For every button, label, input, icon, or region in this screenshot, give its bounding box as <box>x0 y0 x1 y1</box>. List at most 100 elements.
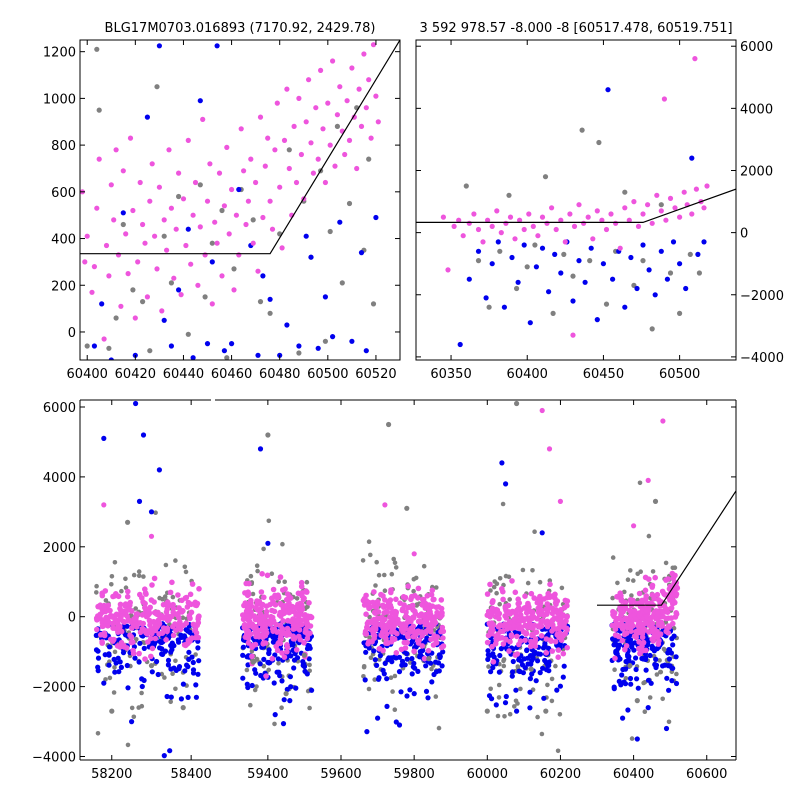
data-point <box>471 211 477 217</box>
data-point <box>646 267 652 273</box>
data-point <box>384 603 390 609</box>
data-point <box>669 570 676 577</box>
data-point <box>603 226 610 233</box>
data-point <box>617 642 623 648</box>
data-point <box>284 86 290 92</box>
data-point <box>248 156 254 162</box>
data-point <box>644 600 651 606</box>
data-point <box>615 580 620 586</box>
x-tick-label: 59800 <box>393 767 434 782</box>
data-point <box>280 541 285 547</box>
data-point <box>121 644 127 650</box>
data-point <box>555 647 562 653</box>
data-point <box>542 640 548 647</box>
data-point <box>84 233 90 239</box>
data-point <box>148 635 154 642</box>
data-point <box>549 610 556 617</box>
data-point <box>111 636 117 643</box>
data-point <box>165 613 171 619</box>
data-point <box>403 613 409 620</box>
data-point <box>363 597 370 604</box>
data-point <box>525 580 531 586</box>
data-point <box>110 620 116 627</box>
data-points <box>416 56 736 348</box>
data-point <box>182 668 188 674</box>
data-point <box>164 599 171 605</box>
data-point <box>649 592 656 598</box>
data-point <box>539 214 546 220</box>
data-point <box>411 648 417 655</box>
x-tick-label: 60480 <box>259 367 300 382</box>
data-point <box>537 598 543 604</box>
data-point <box>658 248 664 254</box>
data-point <box>151 641 157 647</box>
data-point <box>195 645 201 651</box>
data-point <box>637 480 643 486</box>
data-point <box>545 682 550 688</box>
data-point <box>254 563 260 568</box>
data-point <box>284 625 291 632</box>
data-point <box>137 640 143 646</box>
data-point <box>270 618 277 624</box>
data-point <box>131 572 137 578</box>
data-point <box>290 640 296 646</box>
data-point <box>628 568 633 573</box>
data-point <box>262 163 268 169</box>
data-point <box>141 574 146 579</box>
data-point <box>233 212 239 218</box>
data-point <box>380 667 386 674</box>
data-point <box>667 195 674 201</box>
data-point <box>176 614 182 621</box>
data-point <box>293 647 300 653</box>
data-point <box>429 679 435 685</box>
data-point <box>497 248 503 254</box>
data-point <box>204 198 211 204</box>
data-point <box>143 591 149 597</box>
data-point <box>283 691 289 697</box>
data-point <box>425 611 432 617</box>
data-point <box>152 635 159 642</box>
data-point <box>625 577 631 582</box>
data-point <box>115 252 122 258</box>
data-point <box>249 682 255 689</box>
data-point <box>541 695 547 701</box>
data-point <box>116 669 122 675</box>
data-point <box>507 214 514 220</box>
data-point <box>241 168 247 174</box>
data-point <box>363 348 369 354</box>
data-point <box>656 637 662 644</box>
data-point <box>581 220 587 226</box>
data-point <box>229 186 235 193</box>
data-point <box>516 600 522 606</box>
data-point <box>190 355 196 360</box>
data-point <box>426 656 432 662</box>
data-point <box>426 602 432 608</box>
data-point <box>99 639 105 645</box>
data-point <box>533 264 540 270</box>
data-point <box>152 233 158 239</box>
data-point <box>475 226 482 233</box>
data-point <box>373 583 378 588</box>
data-point <box>506 192 512 198</box>
data-point <box>561 251 567 257</box>
data-point <box>360 558 366 563</box>
data-point <box>354 165 360 172</box>
data-point <box>486 304 492 310</box>
data-point <box>286 600 292 606</box>
data-point <box>643 607 650 614</box>
data-point <box>439 610 445 616</box>
data-point <box>542 174 549 180</box>
data-point <box>504 610 511 617</box>
data-point <box>245 604 251 610</box>
data-point <box>307 662 312 668</box>
data-point <box>103 677 108 682</box>
data-point <box>493 702 499 708</box>
data-point <box>527 689 533 695</box>
data-point <box>503 220 509 226</box>
data-point <box>226 231 232 237</box>
data-point <box>294 596 300 601</box>
data-point <box>374 559 380 565</box>
data-point <box>440 214 446 220</box>
data-point <box>466 276 472 282</box>
data-point <box>517 638 524 644</box>
